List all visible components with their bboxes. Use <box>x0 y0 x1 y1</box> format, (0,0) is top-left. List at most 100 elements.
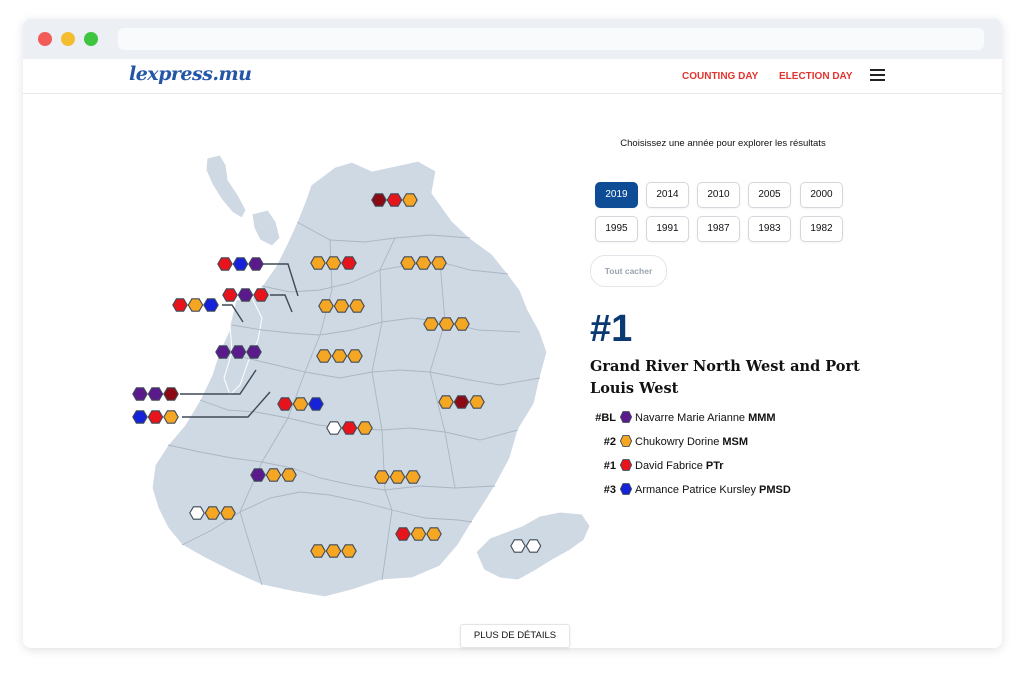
maximize-window-button[interactable] <box>84 32 98 46</box>
seat-hexagon-icon <box>374 470 390 484</box>
constituency-seat-group[interactable] <box>395 527 442 541</box>
nav-link-counting-day[interactable]: COUNTING DAY <box>682 71 759 82</box>
constituency-seat-group[interactable] <box>250 468 297 482</box>
constituency-seat-group[interactable] <box>132 410 179 424</box>
top-navigation: lexpress.mu COUNTING DAY ELECTION DAY <box>23 59 1002 94</box>
seat-hexagon-icon <box>410 527 427 541</box>
constituency-seat-group[interactable] <box>423 317 470 331</box>
party-hexagon-icon <box>619 411 633 423</box>
candidate-party: MMM <box>748 412 776 424</box>
seat-hexagon-icon <box>147 387 164 401</box>
seat-hexagon-icon <box>163 387 179 401</box>
minimize-window-button[interactable] <box>61 32 75 46</box>
site-logo[interactable]: lexpress.mu <box>129 63 252 85</box>
seat-hexagon-icon <box>438 317 455 331</box>
constituency-rank: #1 <box>590 308 633 350</box>
seat-hexagon-icon <box>325 544 342 558</box>
year-button-2010[interactable]: 2010 <box>697 182 740 208</box>
island-shape <box>151 154 591 598</box>
seat-hexagon-icon <box>253 288 269 302</box>
hide-all-button[interactable]: Tout cacher <box>590 255 667 287</box>
seat-hexagon-icon <box>147 410 164 424</box>
candidate-row: #1 David Fabrice PTr <box>590 459 724 475</box>
candidate-name: David Fabrice <box>635 460 703 472</box>
constituency-title: Grand River North West and Port Louis We… <box>590 358 860 397</box>
constituency-seat-group[interactable] <box>400 256 447 270</box>
party-hexagon-icon <box>619 483 633 495</box>
constituency-seat-group[interactable] <box>371 193 418 207</box>
seat-hexagon-icon <box>230 345 247 359</box>
candidate-position: #1 <box>603 460 616 472</box>
seat-hexagon-icon <box>292 397 309 411</box>
seat-hexagon-icon <box>426 527 442 541</box>
browser-chrome <box>23 19 1002 59</box>
close-window-button[interactable] <box>38 32 52 46</box>
address-bar[interactable] <box>118 28 984 50</box>
seat-hexagon-icon <box>187 298 204 312</box>
constituency-seat-group[interactable] <box>222 288 269 302</box>
seat-hexagon-icon <box>246 345 262 359</box>
constituency-seat-group[interactable] <box>318 299 365 313</box>
seat-hexagon-icon <box>132 387 148 401</box>
seat-hexagon-icon <box>222 288 238 302</box>
year-button-1983[interactable]: 1983 <box>748 216 791 242</box>
more-details-button[interactable]: PLUS DE DÉTAILS <box>460 624 570 648</box>
constituency-seat-group[interactable] <box>132 387 179 401</box>
seat-hexagon-icon <box>189 506 205 520</box>
candidate-party: PMSD <box>759 484 791 496</box>
year-button-2019[interactable]: 2019 <box>595 182 638 208</box>
seat-hexagon-icon <box>402 193 418 207</box>
constituency-seat-group[interactable] <box>189 506 236 520</box>
constituency-seat-group[interactable] <box>326 421 373 435</box>
seat-hexagon-icon <box>405 470 421 484</box>
hamburger-icon[interactable] <box>870 69 885 81</box>
candidate-row: #2 Chukowry Dorine MSM <box>590 435 748 451</box>
seat-hexagon-icon <box>341 544 357 558</box>
candidate-name: Chukowry Dorine <box>635 436 720 448</box>
party-hexagon-icon <box>619 435 633 447</box>
seat-hexagon-icon <box>371 193 387 207</box>
constituency-seat-group[interactable] <box>172 298 219 312</box>
island-outline[interactable] <box>151 160 548 598</box>
seat-hexagon-icon <box>395 527 411 541</box>
year-button-1995[interactable]: 1995 <box>595 216 638 242</box>
seat-hexagon-icon <box>318 299 334 313</box>
constituency-seat-group[interactable] <box>374 470 421 484</box>
seat-hexagon-icon <box>316 349 332 363</box>
year-button-2000[interactable]: 2000 <box>800 182 843 208</box>
candidate-position: #2 <box>603 436 616 448</box>
seat-hexagon-icon <box>204 506 221 520</box>
seat-hexagon-icon <box>341 256 357 270</box>
seat-hexagon-icon <box>400 256 416 270</box>
year-button-1987[interactable]: 1987 <box>697 216 740 242</box>
seat-hexagon-icon <box>237 288 254 302</box>
seat-hexagon-icon <box>277 397 293 411</box>
seat-hexagon-icon <box>423 317 439 331</box>
year-button-1991[interactable]: 1991 <box>646 216 689 242</box>
constituency-seat-group[interactable] <box>510 539 542 553</box>
constituency-seat-group[interactable] <box>217 257 264 271</box>
seat-hexagon-icon <box>453 395 470 409</box>
constituency-seat-group[interactable] <box>438 395 485 409</box>
callout-lines <box>180 263 299 418</box>
candidate-name: Armance Patrice Kursley <box>635 484 757 496</box>
northern-peninsula[interactable] <box>205 154 247 219</box>
year-button-1982[interactable]: 1982 <box>800 216 843 242</box>
constituency-seat-group[interactable] <box>310 544 357 558</box>
seat-hexagon-icon <box>217 257 233 271</box>
nav-link-election-day[interactable]: ELECTION DAY <box>779 71 853 82</box>
constituency-seat-group[interactable] <box>316 349 363 363</box>
constituency-seat-group[interactable] <box>215 345 262 359</box>
northern-islet[interactable] <box>251 209 281 247</box>
constituency-seat-group[interactable] <box>277 397 324 411</box>
seat-hexagon-icon <box>510 539 526 553</box>
constituency-seat-group[interactable] <box>310 256 357 270</box>
seat-hexagon-icon <box>347 349 363 363</box>
seat-hexagon-icon <box>232 257 249 271</box>
seat-hexagon-icon <box>415 256 432 270</box>
seat-hexagon-icon <box>333 299 350 313</box>
seat-hexagon-icon <box>431 256 447 270</box>
year-button-2005[interactable]: 2005 <box>748 182 791 208</box>
seat-hexagon-icon <box>250 468 266 482</box>
year-button-2014[interactable]: 2014 <box>646 182 689 208</box>
